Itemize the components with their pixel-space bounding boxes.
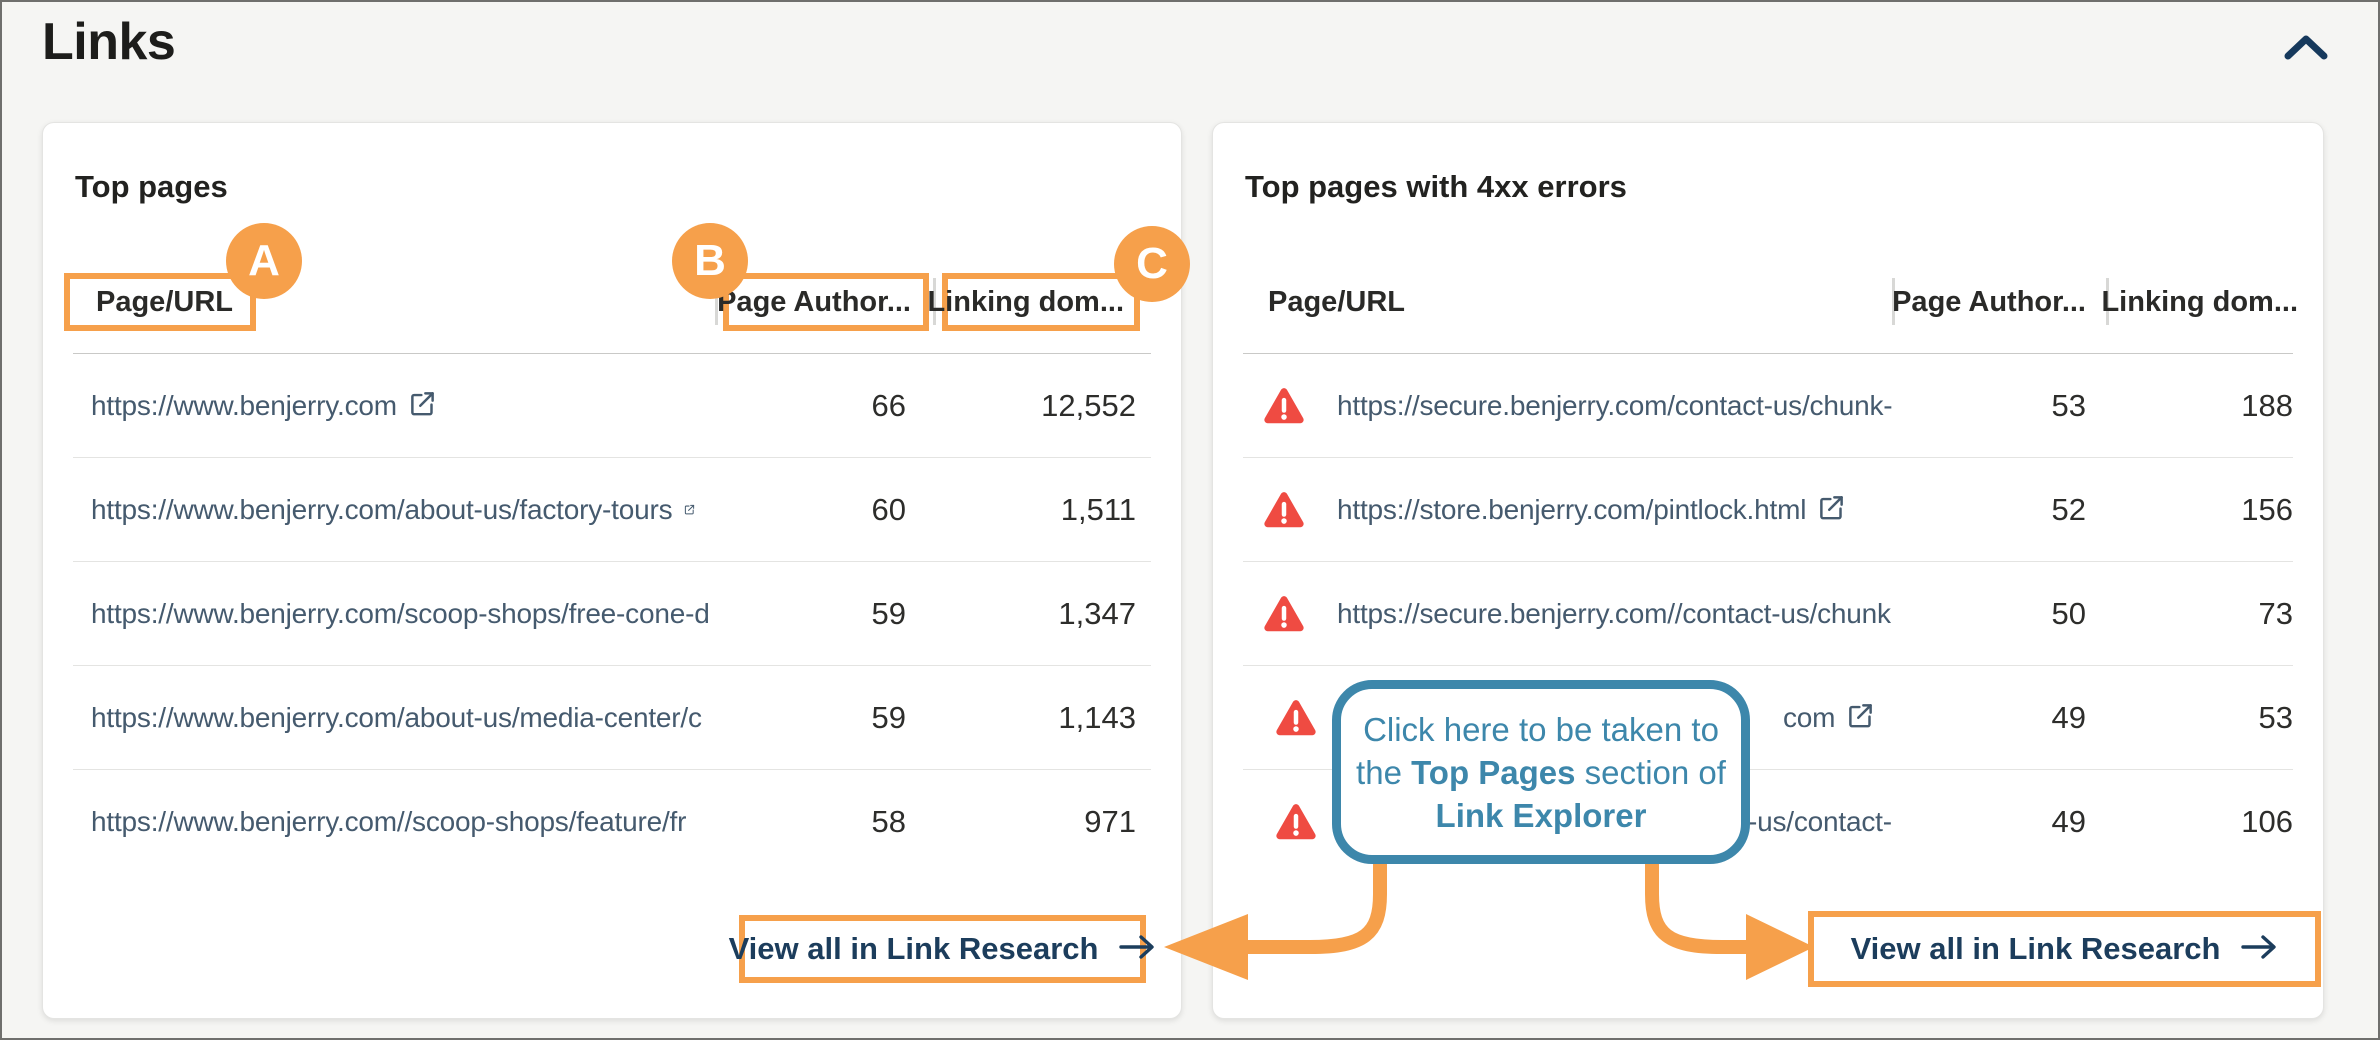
linking-domains-value: 1,347	[1058, 595, 1136, 631]
page-authority-value: 50	[2051, 595, 2086, 631]
linking-domains-value: 53	[2258, 699, 2293, 735]
annotation-badge-c: C	[1114, 226, 1190, 302]
page-authority-value: 53	[2051, 387, 2086, 423]
warning-triangle-icon	[1263, 595, 1305, 633]
collapse-section-button[interactable]	[2278, 26, 2334, 70]
page-url-link[interactable]: https://store.benjerry.com/pintlock.html	[1337, 494, 1937, 526]
page-url-link[interactable]: https://secure.benjerry.com/contact-us/c…	[1337, 389, 1893, 421]
table-row: https://store.benjerry.com/pintlock.html…	[1243, 458, 2293, 562]
warning-triangle-icon	[1275, 699, 1317, 737]
annotation-box-linking-domains: Linking dom...	[927, 273, 1140, 331]
annotation-tooltip: Click here to be taken to the Top Pages …	[1332, 680, 1750, 864]
arrow-right-icon	[2240, 933, 2278, 966]
table-header: Page/URL Page Author... Linking dom...	[1213, 123, 2323, 353]
column-header-linking-domains[interactable]: Linking dom...	[2101, 286, 2298, 318]
linking-domains-value: 156	[2241, 491, 2293, 527]
external-link-icon	[684, 496, 695, 523]
external-link-icon	[1847, 702, 1874, 734]
annotation-box-page-authority: Page Author...	[717, 273, 929, 331]
linking-domains-value: 73	[2258, 595, 2293, 631]
page-authority-value: 52	[2051, 491, 2086, 527]
page-authority-value: 66	[871, 387, 906, 423]
page-url-link[interactable]: https://www.benjerry.com//scoop-shops/fe…	[91, 806, 687, 837]
top-pages-table: https://www.benjerry.com 66 12,552 https…	[73, 353, 1151, 874]
linking-domains-value: 1,143	[1058, 699, 1136, 735]
page-authority-value: 49	[2051, 699, 2086, 735]
chevron-up-icon	[2282, 35, 2330, 65]
table-header: Page/URL Page Author... Linking dom... A…	[43, 123, 1190, 353]
page-url-link[interactable]: https://www.benjerry.com/scoop-shops/fre…	[91, 597, 710, 629]
linking-domains-value: 12,552	[1041, 387, 1136, 423]
header-divider	[2106, 278, 2109, 325]
header-divider	[933, 278, 936, 325]
annotation-badge-b: B	[672, 223, 748, 299]
header-divider	[1892, 278, 1895, 325]
annotation-box-page-url: Page/URL	[64, 273, 256, 331]
table-row: https://secure.benjerry.com/contact-us/c…	[1243, 354, 2293, 458]
linking-domains-value: 1,511	[1060, 491, 1136, 527]
top-pages-4xx-errors-card: Top pages with 4xx errors Page/URL Page …	[1212, 122, 2324, 1019]
table-row: https://www.benjerry.com/about-us/factor…	[73, 458, 1151, 562]
external-link-icon	[1818, 494, 1845, 526]
card-title: Top pages	[75, 169, 228, 204]
page-url-link[interactable]: https://secure.benjerry.com//contact-us/…	[1337, 597, 1891, 629]
page-title: Links	[42, 13, 176, 71]
external-link-icon	[409, 390, 436, 422]
view-all-link-research-button[interactable]: View all in Link Research	[1808, 911, 2321, 987]
page-authority-value: 59	[871, 699, 906, 735]
table-row: https://www.benjerry.com 66 12,552	[73, 354, 1151, 458]
column-header-page-url[interactable]: Page/URL	[1268, 286, 1405, 318]
page-url-link[interactable]: https://www.benjerry.com	[91, 390, 716, 422]
warning-triangle-icon	[1263, 387, 1305, 425]
warning-triangle-icon	[1275, 803, 1317, 841]
linking-domains-value: 971	[1084, 804, 1136, 839]
page-url-link[interactable]: com	[1783, 702, 2293, 734]
table-row: https://secure.benjerry.com//contact-us/…	[1243, 562, 2293, 666]
top-pages-card: Top pages Page/URL Page Author... Linkin…	[42, 122, 1190, 1019]
page-authority-value: 59	[871, 595, 906, 631]
view-all-link-research-button[interactable]: View all in Link Research	[729, 915, 1155, 983]
annotation-badge-a: A	[226, 223, 302, 299]
column-header-page-authority[interactable]: Page Author...	[1892, 286, 2086, 318]
page-authority-value: 60	[871, 491, 906, 527]
table-row: com 49 53	[1243, 666, 2293, 770]
linking-domains-value: 106	[2241, 804, 2293, 839]
page-authority-value: 49	[2051, 804, 2086, 839]
top-pages-4xx-table: https://secure.benjerry.com/contact-us/c…	[1243, 353, 2293, 874]
page-url-link[interactable]: https://www.benjerry.com/about-us/factor…	[91, 494, 716, 526]
table-row: https://www.benjerry.com/scoop-shops/fre…	[73, 562, 1151, 666]
warning-triangle-icon	[1263, 491, 1305, 529]
arrow-right-icon	[1118, 933, 1156, 966]
column-header-page-url[interactable]: Page/URL	[96, 285, 233, 318]
header-divider	[715, 278, 718, 325]
table-row: -us/contact- 49 106	[1243, 770, 2293, 874]
table-row: https://www.benjerry.com//scoop-shops/fe…	[73, 770, 1151, 874]
card-title: Top pages with 4xx errors	[1245, 169, 1627, 204]
column-header-page-authority[interactable]: Page Author...	[717, 285, 911, 318]
page-authority-value: 58	[871, 804, 906, 839]
linking-domains-value: 188	[2241, 387, 2293, 423]
page-url-link[interactable]: https://www.benjerry.com/about-us/media-…	[91, 701, 702, 733]
column-header-linking-domains[interactable]: Linking dom...	[927, 285, 1124, 318]
page-url-link[interactable]: -us/contact-	[1748, 806, 1892, 837]
table-row: https://www.benjerry.com/about-us/media-…	[73, 666, 1151, 770]
